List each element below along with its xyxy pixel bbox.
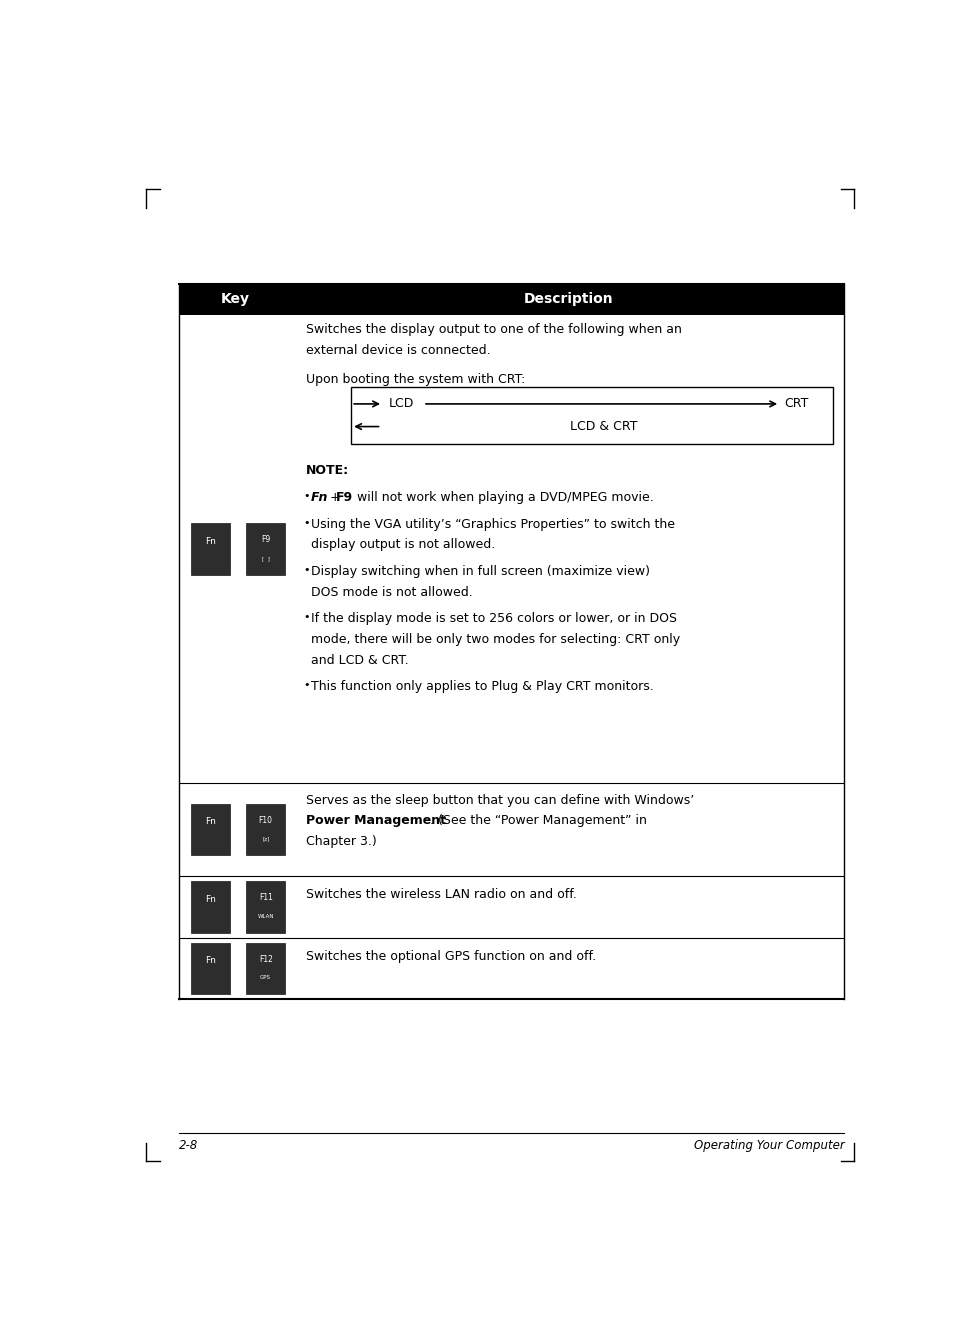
Bar: [351, 386, 834, 444]
Text: F9: F9: [336, 491, 353, 504]
Text: . (See the “Power Management” in: . (See the “Power Management” in: [429, 814, 647, 828]
Text: +: +: [329, 491, 340, 504]
Text: Fn: Fn: [205, 956, 216, 965]
Text: •: •: [304, 491, 310, 501]
Text: F12: F12: [259, 955, 272, 964]
Bar: [246, 804, 285, 856]
Bar: [191, 881, 230, 933]
Text: Fn: Fn: [205, 537, 216, 545]
Bar: [191, 523, 230, 575]
Text: LCD: LCD: [389, 397, 415, 410]
Text: Power Management: Power Management: [305, 814, 446, 828]
Text: Chapter 3.): Chapter 3.): [305, 834, 377, 848]
Text: F11: F11: [259, 893, 272, 902]
Text: Description: Description: [523, 293, 613, 306]
Bar: [191, 804, 230, 856]
Text: DOS mode is not allowed.: DOS mode is not allowed.: [311, 586, 472, 599]
Text: [  ]: [ ]: [262, 556, 269, 560]
Text: Serves as the sleep button that you can define with Windows’: Serves as the sleep button that you can …: [305, 794, 694, 806]
Text: Using the VGA utility’s “Graphics Properties” to switch the: Using the VGA utility’s “Graphics Proper…: [311, 517, 675, 531]
Bar: [246, 523, 285, 575]
Text: F10: F10: [259, 816, 272, 825]
Text: This function only applies to Plug & Play CRT monitors.: This function only applies to Plug & Pla…: [311, 681, 654, 694]
Text: WLAN: WLAN: [258, 913, 274, 919]
Text: Fn: Fn: [311, 491, 329, 504]
Bar: [246, 881, 285, 933]
Text: •: •: [304, 566, 310, 575]
Text: •: •: [304, 517, 310, 528]
Bar: [246, 943, 285, 995]
Text: •: •: [304, 612, 310, 623]
Text: F9: F9: [262, 535, 270, 544]
Text: external device is connected.: external device is connected.: [305, 344, 490, 357]
Text: mode, there will be only two modes for selecting: CRT only: mode, there will be only two modes for s…: [311, 632, 680, 646]
Text: Switches the display output to one of the following when an: Switches the display output to one of th…: [305, 324, 681, 336]
Text: NOTE:: NOTE:: [305, 464, 349, 477]
Text: Operating Your Computer: Operating Your Computer: [694, 1139, 844, 1152]
Text: Switches the optional GPS function on and off.: Switches the optional GPS function on an…: [305, 951, 596, 963]
Text: Display switching when in full screen (maximize view): Display switching when in full screen (m…: [311, 566, 650, 578]
Bar: [179, 283, 844, 314]
Text: Switches the wireless LAN radio on and off.: Switches the wireless LAN radio on and o…: [305, 888, 577, 901]
Text: LCD & CRT: LCD & CRT: [570, 420, 637, 433]
Text: Fn: Fn: [205, 817, 216, 826]
Bar: [191, 943, 230, 995]
Text: Fn: Fn: [205, 894, 216, 904]
Text: will not work when playing a DVD/MPEG movie.: will not work when playing a DVD/MPEG mo…: [353, 491, 654, 504]
Text: and LCD & CRT.: and LCD & CRT.: [311, 654, 409, 667]
Text: Upon booting the system with CRT:: Upon booting the system with CRT:: [305, 373, 525, 385]
Text: display output is not allowed.: display output is not allowed.: [311, 539, 496, 551]
Text: 2-8: 2-8: [179, 1139, 198, 1152]
Text: GPS: GPS: [261, 976, 271, 980]
Text: •: •: [304, 681, 310, 690]
Text: If the display mode is set to 256 colors or lower, or in DOS: If the display mode is set to 256 colors…: [311, 612, 677, 626]
Text: [z]: [z]: [263, 837, 269, 841]
Text: CRT: CRT: [784, 397, 808, 410]
Text: Key: Key: [221, 293, 250, 306]
